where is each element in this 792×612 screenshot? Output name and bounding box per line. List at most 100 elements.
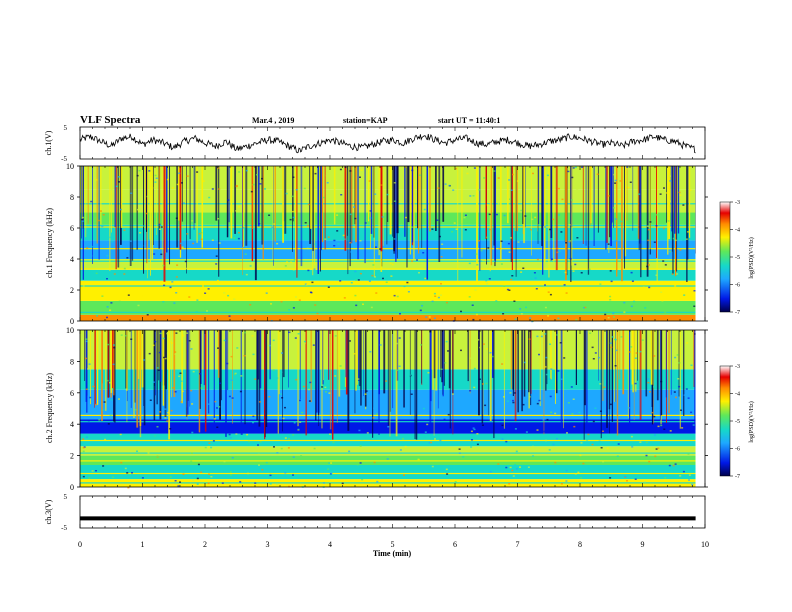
spectrogram-streak <box>582 166 584 244</box>
spectrogram-speckle <box>472 318 475 321</box>
spectrogram-speckle <box>464 230 467 233</box>
spectrogram-speckle <box>139 232 142 234</box>
spectrogram-streak <box>494 166 497 262</box>
spectrogram-speckle <box>95 403 98 406</box>
spectrogram-speckle <box>463 316 465 319</box>
spectrogram-speckle <box>276 377 279 379</box>
spectrogram-streak <box>131 166 134 261</box>
spectrogram-speckle <box>505 466 508 469</box>
spectrogram-speckle <box>251 335 254 337</box>
colorbar-tick-label: -4 <box>735 392 740 398</box>
spectrogram-streak <box>392 166 394 237</box>
spectrogram-speckle <box>473 367 476 370</box>
spectrogram-streak <box>584 330 586 406</box>
spectrogram-streak <box>667 166 669 255</box>
spectrogram-speckle <box>476 433 479 435</box>
spectrogram-speckle <box>307 203 310 206</box>
spectrogram-streak <box>97 330 99 405</box>
spectrogram-speckle <box>162 264 165 267</box>
spectrogram-speckle <box>124 467 127 470</box>
time-tick-label: 4 <box>328 540 332 549</box>
spectrogram-speckle <box>634 357 637 359</box>
spectrogram-speckle <box>447 413 450 416</box>
spectrogram-speckle <box>489 471 492 473</box>
spectrogram-speckle <box>106 379 109 382</box>
spectrogram-streak <box>346 166 349 236</box>
spectrogram-streak <box>686 166 688 282</box>
spectrogram-streak <box>555 330 556 404</box>
spectrogram-speckle <box>454 481 457 483</box>
spectrogram-streak <box>345 330 348 395</box>
spectrogram-streak <box>344 330 346 387</box>
spectrogram-speckle <box>336 230 339 232</box>
spectrogram-speckle <box>373 407 376 409</box>
spectrogram-speckle <box>686 231 689 233</box>
spectrogram-streak <box>619 330 621 380</box>
spectrogram-speckle <box>681 427 684 429</box>
spectrogram-speckle <box>500 240 503 242</box>
spectrogram-streak <box>679 330 681 429</box>
spectrogram-speckle <box>577 471 580 474</box>
spectrogram-streak <box>261 166 264 245</box>
spectrogram-speckle <box>403 285 406 288</box>
spectrogram-speckle <box>396 295 399 298</box>
spectrogram-speckle <box>536 335 539 338</box>
spectrogram-speckle <box>609 342 612 344</box>
spectrogram-tone-line <box>80 285 696 287</box>
spectrogram-speckle <box>168 341 171 343</box>
ch1-colorbar <box>719 201 731 313</box>
spectrogram-streak <box>351 166 353 244</box>
spectrogram-speckle <box>470 446 473 448</box>
spectrogram-speckle <box>249 304 252 306</box>
colorbar-tick-label: -7 <box>735 474 740 480</box>
spectrogram-speckle <box>653 415 656 418</box>
spectrogram-speckle <box>607 317 610 319</box>
spectrogram-speckle <box>565 480 568 482</box>
spectrogram-speckle <box>98 360 101 363</box>
spectrogram-speckle <box>471 439 473 441</box>
spectrogram-speckle <box>399 449 402 451</box>
spectrogram-speckle <box>180 242 182 245</box>
spectrogram-streak <box>315 330 317 421</box>
spectrogram-streak <box>635 330 637 392</box>
spectrogram-speckle <box>669 430 672 432</box>
spectrogram-streak <box>186 166 187 274</box>
spectrogram-speckle <box>217 167 220 169</box>
spectrogram-speckle <box>237 206 240 208</box>
spectrogram-speckle <box>433 292 436 295</box>
spectrogram-speckle <box>614 218 617 220</box>
spectrogram-tone-line <box>80 472 696 475</box>
spectrogram-speckle <box>625 403 628 405</box>
spectrogram-speckle <box>644 307 647 309</box>
spectrogram-speckle <box>613 316 615 318</box>
spectrogram-speckle <box>295 296 297 298</box>
spectrogram-speckle <box>644 476 647 478</box>
spectrogram-speckle <box>95 272 98 275</box>
spectrogram-speckle <box>210 476 213 478</box>
spectrogram-speckle <box>359 462 362 464</box>
spectrogram-speckle <box>156 367 159 369</box>
spectrogram-streak <box>218 166 220 277</box>
spectrogram-speckle <box>678 385 681 388</box>
spectrogram-speckle <box>538 399 541 402</box>
spectrogram-speckle <box>259 183 262 185</box>
spectrogram-speckle <box>450 468 453 470</box>
spectrogram-streak <box>537 166 539 244</box>
spectrogram-streak <box>158 330 160 381</box>
spectrogram-streak <box>358 330 361 387</box>
spectrogram-streak <box>441 330 444 383</box>
spectrogram-streak <box>198 330 201 433</box>
spectrogram-streak <box>113 330 116 396</box>
spectrogram-speckle <box>312 344 315 346</box>
spectrogram-speckle <box>544 226 547 228</box>
spectrogram-streak <box>185 330 188 417</box>
spectrogram-speckle <box>359 240 362 242</box>
spectrogram-streak <box>430 330 432 402</box>
spectrogram-streak <box>610 166 613 247</box>
spectrogram-streak <box>516 166 518 232</box>
spectrogram-speckle <box>101 225 104 228</box>
spectrogram-speckle <box>660 380 663 383</box>
spectrogram-speckle <box>276 242 279 245</box>
spectrogram-streak <box>158 166 161 226</box>
spectrogram-speckle <box>561 198 564 201</box>
